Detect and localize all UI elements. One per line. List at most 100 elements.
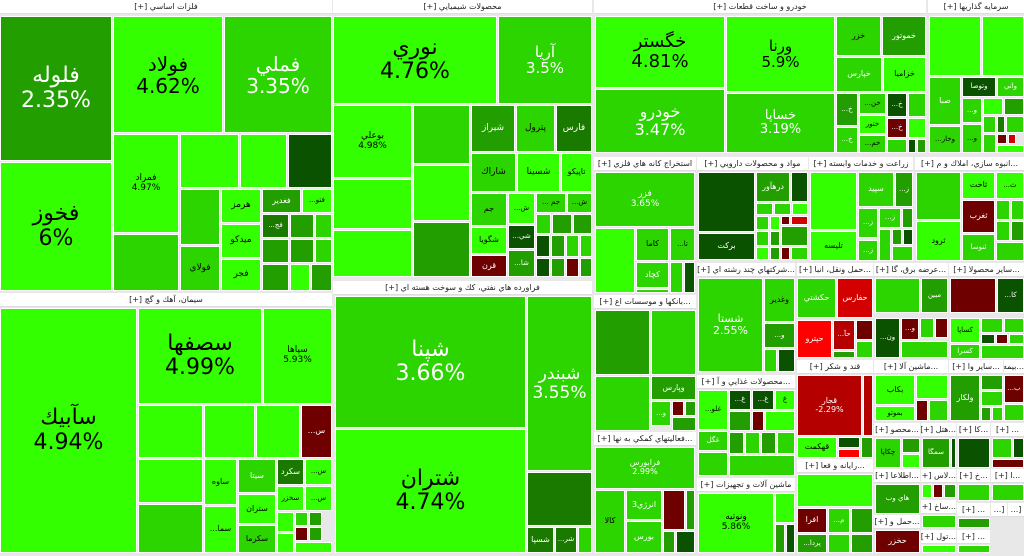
stock-tile[interactable]: صبا (929, 77, 961, 125)
stock-tile[interactable] (309, 512, 322, 526)
sector-header[interactable]: فراورده هاي نفتي، كك و سوخت هسته اي [+] (333, 281, 592, 295)
stock-tile[interactable]: بموتو (875, 406, 915, 421)
stock-tile[interactable]: فلوله 2.35% (0, 16, 112, 161)
stock-tile[interactable] (729, 411, 751, 431)
stock-tile[interactable]: كسرا (950, 344, 980, 359)
sector-header[interactable]: ...عرضه برق، گا [+] (874, 263, 948, 277)
stock-tile[interactable]: سپيد (858, 172, 894, 207)
stock-tile[interactable]: انرژي3 (626, 490, 662, 520)
stock-tile[interactable] (997, 134, 1007, 144)
sector-header[interactable]: ...خ [+] (957, 469, 990, 483)
stock-tile[interactable] (1008, 134, 1016, 144)
stock-tile[interactable]: مبين (921, 278, 948, 313)
stock-tile[interactable]: شتران 4.74% (335, 429, 526, 553)
stock-tile[interactable]: پترول (516, 105, 555, 152)
stock-tile[interactable] (828, 534, 850, 553)
stock-tile[interactable] (774, 203, 791, 215)
stock-tile[interactable] (901, 341, 948, 358)
stock-tile[interactable] (958, 438, 990, 468)
sector-header[interactable]: ...بيمه [+] (1004, 360, 1024, 374)
stock-tile[interactable] (580, 235, 592, 257)
stock-tile[interactable] (729, 432, 744, 454)
stock-tile[interactable]: فتو... (302, 189, 332, 213)
stock-tile[interactable] (295, 542, 332, 553)
stock-tile[interactable] (113, 234, 179, 291)
stock-tile[interactable]: فرابورس 2.99% (595, 447, 695, 489)
sector-header[interactable]: ...ساخ [+] (921, 500, 956, 514)
stock-tile[interactable]: خن... (859, 93, 886, 114)
stock-tile[interactable] (920, 318, 934, 338)
stock-tile[interactable] (290, 239, 314, 263)
stock-tile[interactable]: هرمز (221, 189, 261, 223)
stock-tile[interactable] (781, 247, 790, 260)
stock-tile[interactable]: خ... (887, 118, 907, 138)
stock-tile[interactable]: خودرو 3.47% (595, 89, 725, 153)
stock-tile[interactable]: ونوتيه 5.86% (698, 493, 774, 553)
stock-tile[interactable]: ب... (1004, 375, 1024, 403)
stock-tile[interactable]: س... (305, 486, 332, 511)
stock-tile[interactable]: كچاد (636, 262, 669, 288)
stock-tile[interactable] (536, 258, 550, 277)
stock-tile[interactable]: غلو... (698, 390, 728, 430)
stock-tile[interactable] (729, 455, 795, 476)
stock-tile[interactable] (892, 229, 902, 245)
stock-tile[interactable]: درهآور (756, 172, 790, 202)
stock-tile[interactable]: خپارس (836, 57, 882, 92)
stock-tile[interactable] (902, 208, 913, 228)
stock-tile[interactable] (777, 432, 795, 454)
stock-tile[interactable] (908, 118, 926, 138)
stock-tile[interactable] (1004, 98, 1024, 115)
stock-tile[interactable]: ورنا 5.9% (726, 16, 835, 92)
stock-tile[interactable] (935, 318, 948, 338)
stock-tile[interactable]: فزر 3.65% (595, 172, 695, 227)
stock-tile[interactable] (892, 246, 913, 261)
stock-tile[interactable]: حكشتي (797, 278, 836, 318)
stock-tile[interactable] (861, 437, 873, 458)
stock-tile[interactable] (856, 341, 873, 358)
sector-header[interactable]: ...شركتهاي چند رشته اي [+] (697, 263, 795, 277)
stock-tile[interactable]: پردا... (797, 534, 827, 553)
stock-tile[interactable]: فولاد 4.62% (113, 16, 223, 133)
stock-tile[interactable]: سمگا (922, 438, 950, 468)
sector-header[interactable]: ...اطلاعا [+] (874, 469, 920, 483)
stock-tile[interactable] (527, 472, 592, 526)
stock-tile[interactable]: ثرود (916, 221, 961, 261)
stock-tile[interactable]: تليسه (810, 231, 857, 261)
stock-tile[interactable] (981, 375, 1003, 390)
sector-header[interactable]: ...فعاليتهاي كمكي به نها [+] (594, 432, 696, 446)
sector-header[interactable]: محصولات شيميايي [+] (333, 0, 592, 14)
stock-tile[interactable]: كساپا (950, 318, 980, 343)
stock-tile[interactable] (958, 484, 990, 501)
stock-tile[interactable] (992, 459, 1024, 468)
stock-tile[interactable]: و... (962, 124, 982, 153)
stock-tile[interactable]: شر... (555, 527, 577, 553)
stock-tile[interactable] (792, 203, 808, 215)
stock-tile[interactable] (1011, 221, 1024, 241)
stock-tile[interactable] (566, 258, 579, 277)
stock-tile[interactable]: فغدير (262, 189, 301, 213)
stock-tile[interactable] (902, 438, 920, 453)
stock-tile[interactable]: غ... (752, 390, 774, 410)
stock-tile[interactable] (765, 411, 795, 431)
stock-tile[interactable] (922, 484, 932, 498)
stock-tile[interactable] (838, 449, 860, 458)
stock-tile[interactable] (333, 230, 412, 277)
stock-tile[interactable] (138, 459, 203, 503)
stock-tile[interactable] (180, 134, 239, 188)
stock-tile[interactable] (315, 239, 332, 263)
stock-tile[interactable] (781, 216, 790, 225)
stock-tile[interactable] (992, 484, 1024, 501)
stock-tile[interactable] (916, 400, 928, 421)
sector-header[interactable]: زراعت و خدمات وابسته [+] (809, 157, 913, 171)
stock-tile[interactable]: حپترو (797, 320, 832, 358)
stock-tile[interactable] (983, 134, 996, 153)
stock-tile[interactable]: ث... (996, 172, 1024, 199)
stock-tile[interactable]: فارس (556, 105, 592, 152)
stock-tile[interactable]: سپاها 5.93% (263, 308, 332, 404)
stock-tile[interactable] (290, 214, 314, 238)
stock-tile[interactable]: س... (305, 459, 332, 485)
stock-tile[interactable] (958, 545, 990, 553)
stock-tile[interactable] (791, 247, 808, 260)
stock-tile[interactable] (981, 391, 1003, 406)
stock-tile[interactable] (997, 145, 1024, 153)
